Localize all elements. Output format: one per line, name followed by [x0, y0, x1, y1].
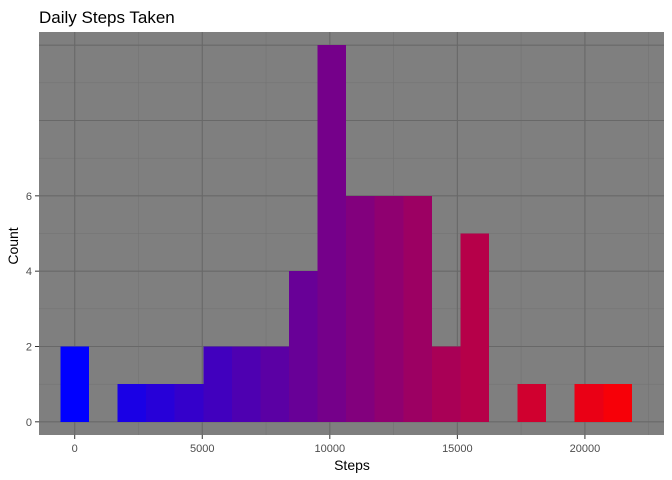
x-tick-label: 20000: [570, 443, 601, 455]
histogram-bar: [346, 195, 375, 422]
histogram-bar: [460, 233, 489, 422]
x-tick-label: 10000: [315, 443, 346, 455]
histogram-bar: [203, 346, 232, 422]
chart-title: Daily Steps Taken: [39, 8, 175, 27]
y-tick-label: 0: [26, 417, 32, 429]
histogram-bars: [60, 45, 632, 422]
histogram-bar: [517, 384, 547, 422]
histogram-bar: [231, 346, 261, 422]
histogram-bar: [117, 384, 147, 422]
histogram-bar: [317, 45, 347, 422]
x-tick-label: 15000: [442, 443, 473, 455]
x-axis-title: Steps: [334, 457, 370, 473]
histogram-bar: [146, 384, 175, 422]
histogram-bar: [260, 346, 289, 422]
histogram-bar: [603, 384, 632, 422]
histogram-bar: [289, 271, 318, 422]
histogram-bar: [574, 384, 604, 422]
y-axis: 0 2 4 6: [26, 191, 39, 429]
histogram-bar: [403, 195, 432, 422]
x-axis: 0 5000 10000 15000 20000: [72, 435, 601, 455]
histogram-bar: [174, 384, 204, 422]
histogram-bar: [60, 346, 89, 422]
x-tick-label: 5000: [190, 443, 214, 455]
y-tick-label: 6: [26, 191, 32, 203]
x-tick-label: 0: [72, 443, 78, 455]
y-tick-label: 4: [26, 266, 32, 278]
histogram-bar: [431, 346, 461, 422]
y-tick-label: 2: [26, 341, 32, 353]
histogram-bar: [374, 195, 404, 422]
y-axis-title: Count: [5, 227, 21, 264]
